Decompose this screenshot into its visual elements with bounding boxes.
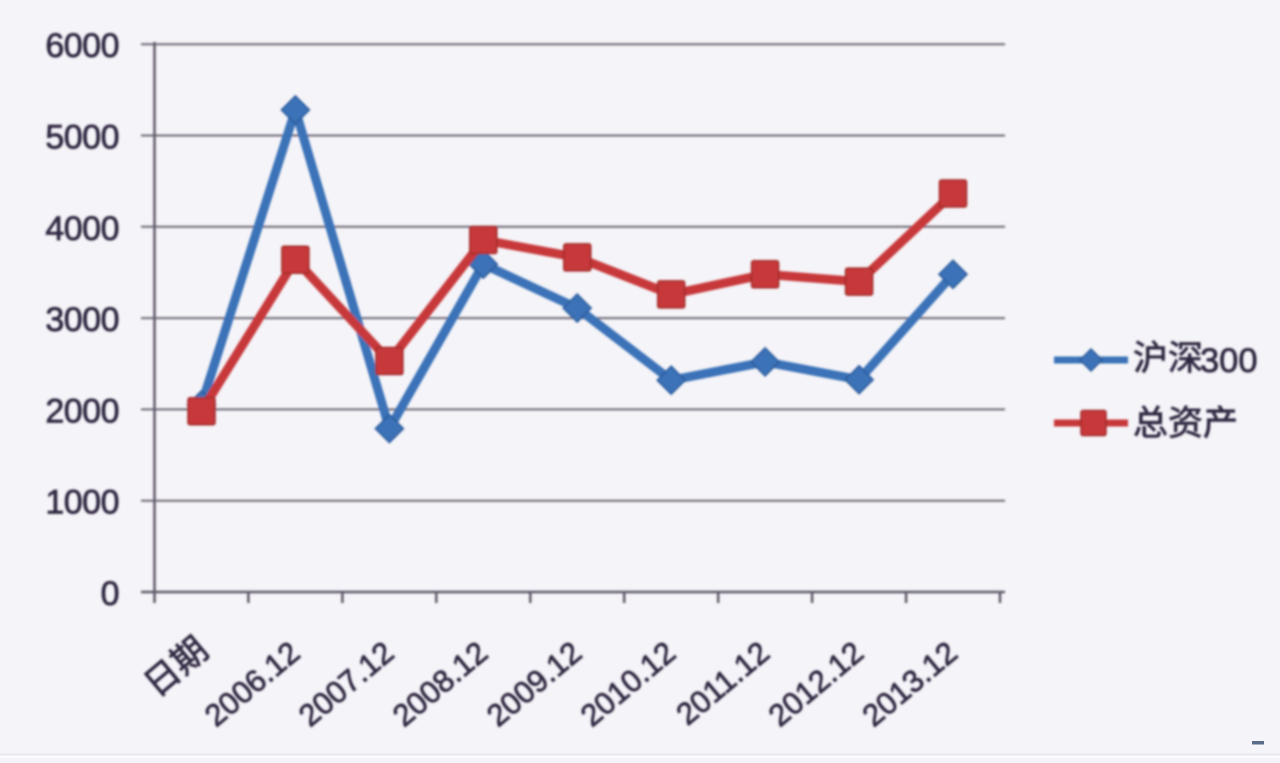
svg-text:6000: 6000 (45, 27, 119, 65)
svg-text:2000: 2000 (45, 392, 119, 430)
svg-text:3000: 3000 (45, 301, 119, 339)
svg-text:5000: 5000 (45, 118, 119, 156)
svg-text:1000: 1000 (45, 484, 119, 522)
svg-text:300: 300 (1200, 342, 1258, 380)
svg-text:4000: 4000 (45, 210, 119, 248)
svg-text:0: 0 (101, 575, 119, 613)
